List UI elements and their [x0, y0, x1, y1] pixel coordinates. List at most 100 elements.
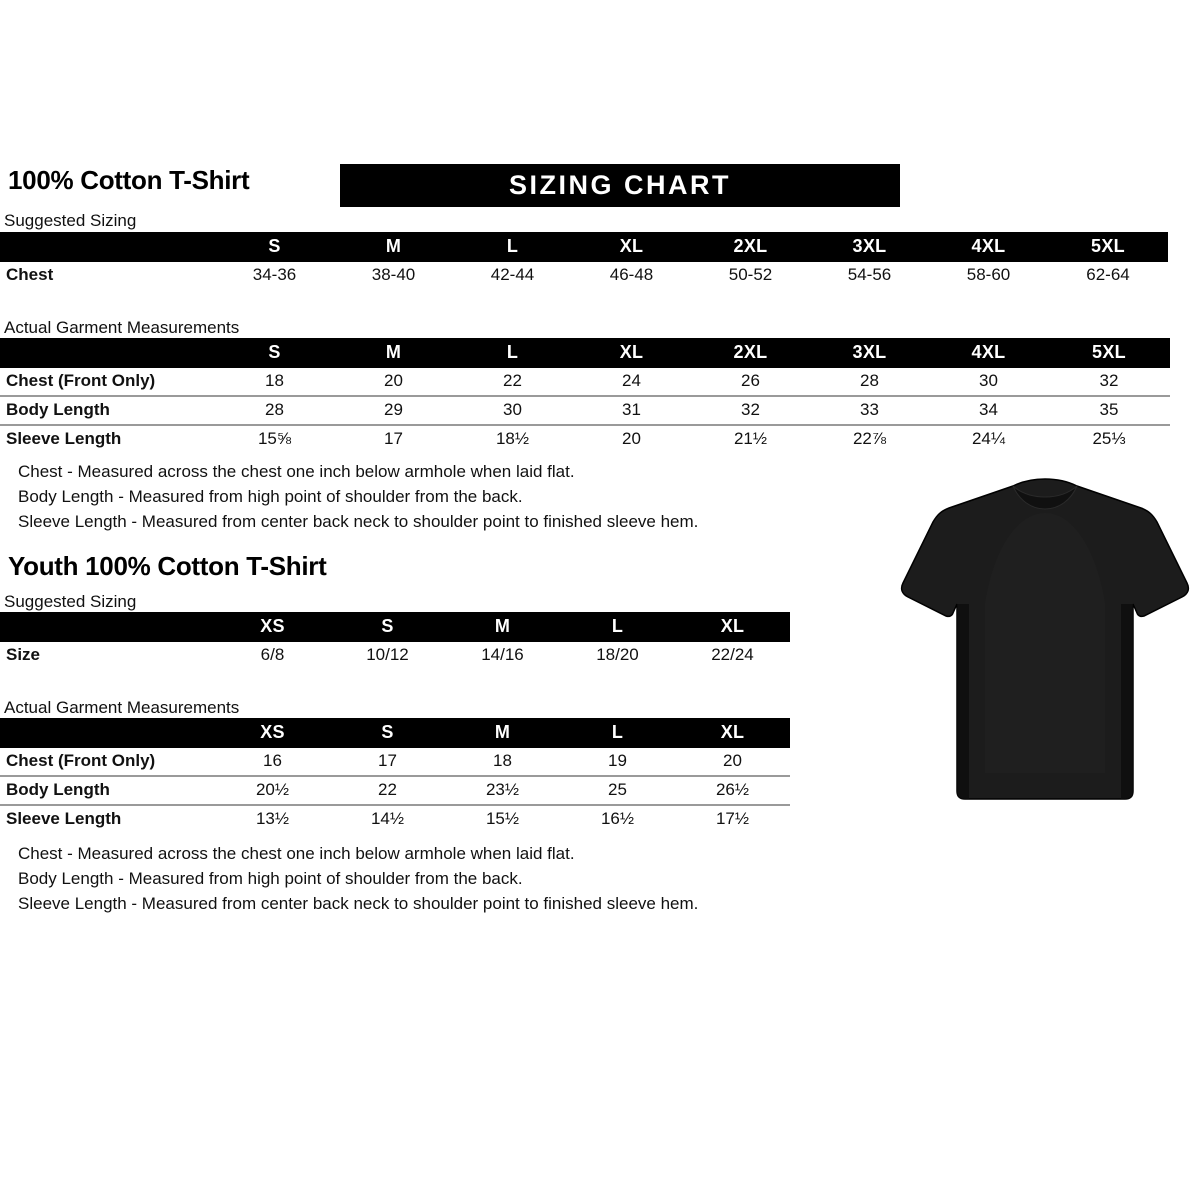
cell-size-xs: 6/8: [260, 645, 285, 664]
column-header-blank: [0, 338, 215, 368]
sizing-chart-banner: SIZING CHART: [340, 164, 900, 207]
cell-sleeve-length-5xl: 25⅓: [1048, 424, 1170, 453]
cell-sleeve-length-l: 16½: [560, 804, 675, 833]
youth-suggested-sizing-table: XS S M L XL Size 6/8 10/12 14/16 18/20 2…: [0, 612, 790, 669]
adult-suggested-caption: Suggested Sizing: [4, 211, 137, 230]
table-header-row: S M L XL 2XL 3XL 4XL 5XL: [0, 232, 1168, 262]
row-label-chest-front-only: Chest (Front Only): [6, 751, 156, 770]
column-header-xs: XS: [215, 612, 330, 642]
cell-size-l: 18/20: [596, 645, 639, 664]
adult-measurement-notes: Chest - Measured across the chest one in…: [18, 459, 698, 534]
cell-body-length-xl: 26½: [675, 775, 790, 805]
table-row: Body Length 28 29 30 31 32 33 34 35: [0, 395, 1170, 425]
cell-size-xl: 22/24: [711, 645, 754, 664]
column-header-m: M: [445, 612, 560, 642]
column-header-m: M: [334, 338, 453, 368]
column-header-2xl: 2XL: [691, 232, 810, 262]
column-header-s: S: [215, 232, 334, 262]
column-header-l: L: [560, 718, 675, 748]
cell-chest-2xl: 50-52: [728, 265, 773, 284]
column-header-5xl: 5XL: [1048, 232, 1168, 262]
cell-sleeve-length-2xl: 21½: [691, 424, 810, 453]
adult-note-chest: Chest - Measured across the chest one in…: [18, 462, 575, 481]
row-label-body-length: Body Length: [0, 775, 215, 805]
cell-body-length-s: 22: [330, 775, 445, 805]
cell-sleeve-length-xl: 20: [572, 424, 691, 453]
cell-chest-s: 34-36: [252, 265, 297, 284]
adult-note-body-length: Body Length - Measured from high point o…: [18, 487, 523, 506]
cell-body-length-5xl: 35: [1048, 395, 1170, 425]
column-header-5xl: 5XL: [1048, 338, 1170, 368]
column-header-l: L: [453, 232, 572, 262]
adult-suggested-sizing-table: S M L XL 2XL 3XL 4XL 5XL Chest 34-36 38-…: [0, 232, 1168, 289]
cell-body-length-l: 25: [560, 775, 675, 805]
youth-suggested-caption: Suggested Sizing: [4, 592, 137, 611]
adult-note-sleeve-length: Sleeve Length - Measured from center bac…: [18, 512, 699, 531]
column-header-blank: [0, 232, 215, 262]
cell-body-length-l: 30: [453, 395, 572, 425]
column-header-xl: XL: [675, 612, 790, 642]
row-label-sleeve-length: Sleeve Length: [0, 424, 215, 453]
youth-note-sleeve-length: Sleeve Length - Measured from center bac…: [18, 894, 699, 913]
adult-garment-caption: Actual Garment Measurements: [4, 318, 240, 337]
cell-sleeve-length-m: 15½: [445, 804, 560, 833]
column-header-m: M: [445, 718, 560, 748]
column-header-2xl: 2XL: [691, 338, 810, 368]
column-header-xl: XL: [675, 718, 790, 748]
cell-chest-3xl: 28: [860, 371, 879, 390]
cell-body-length-xs: 20½: [215, 775, 330, 805]
cell-size-m: 14/16: [481, 645, 524, 664]
cell-chest-5xl: 62-64: [1086, 265, 1130, 284]
column-header-3xl: 3XL: [810, 232, 929, 262]
column-header-s: S: [215, 338, 334, 368]
column-header-m: M: [334, 232, 453, 262]
cell-chest-4xl: 30: [979, 371, 998, 390]
youth-note-chest: Chest - Measured across the chest one in…: [18, 844, 575, 863]
cell-sleeve-length-l: 18½: [453, 424, 572, 453]
cell-chest-m: 38-40: [371, 265, 416, 284]
cell-sleeve-length-m: 17: [334, 424, 453, 453]
column-header-l: L: [453, 338, 572, 368]
table-row: Sleeve Length 13½ 14½ 15½ 16½ 17½: [0, 804, 790, 833]
cell-chest-2xl: 26: [741, 371, 760, 390]
column-header-blank: [0, 718, 215, 748]
youth-garment-measurements-table: XS S M L XL Chest (Front Only) 16 17 18 …: [0, 718, 790, 833]
cell-chest-l: 22: [503, 371, 522, 390]
cell-body-length-m: 29: [334, 395, 453, 425]
row-label-body-length: Body Length: [0, 395, 215, 425]
cell-chest-l: 19: [608, 751, 627, 770]
column-header-l: L: [560, 612, 675, 642]
youth-section-heading: Youth 100% Cotton T-Shirt: [8, 551, 327, 581]
youth-note-body-length: Body Length - Measured from high point o…: [18, 869, 523, 888]
t-shirt-icon: [900, 478, 1190, 800]
cell-chest-m: 18: [493, 751, 512, 770]
youth-garment-caption: Actual Garment Measurements: [4, 698, 240, 717]
cell-chest-xl: 20: [723, 751, 742, 770]
column-header-4xl: 4XL: [929, 338, 1048, 368]
cell-sleeve-length-xl: 17½: [675, 804, 790, 833]
cell-size-s: 10/12: [366, 645, 409, 664]
table-header-row: S M L XL 2XL 3XL 4XL 5XL: [0, 338, 1170, 368]
cell-body-length-xl: 31: [572, 395, 691, 425]
column-header-xl: XL: [572, 232, 691, 262]
column-header-3xl: 3XL: [810, 338, 929, 368]
youth-measurement-notes: Chest - Measured across the chest one in…: [18, 841, 698, 916]
column-header-xs: XS: [215, 718, 330, 748]
cell-chest-m: 20: [384, 371, 403, 390]
row-label-chest-front-only: Chest (Front Only): [6, 371, 156, 390]
column-header-4xl: 4XL: [929, 232, 1048, 262]
table-row: Chest 34-36 38-40 42-44 46-48 50-52 54-5…: [0, 262, 1168, 289]
cell-sleeve-length-4xl: 24¼: [929, 424, 1048, 453]
table-header-row: XS S M L XL: [0, 718, 790, 748]
row-label-size: Size: [6, 645, 41, 664]
cell-chest-s: 17: [378, 751, 397, 770]
cell-body-length-2xl: 32: [691, 395, 810, 425]
cell-chest-xs: 16: [263, 751, 282, 770]
cell-body-length-m: 23½: [445, 775, 560, 805]
table-header-row: XS S M L XL: [0, 612, 790, 642]
column-header-xl: XL: [572, 338, 691, 368]
cell-chest-xl: 46-48: [609, 265, 654, 284]
cell-chest-s: 18: [265, 371, 284, 390]
sizing-chart-banner-label: SIZING CHART: [509, 170, 731, 200]
table-row: Sleeve Length 15⅝ 17 18½ 20 21½ 22⅞ 24¼ …: [0, 424, 1170, 453]
